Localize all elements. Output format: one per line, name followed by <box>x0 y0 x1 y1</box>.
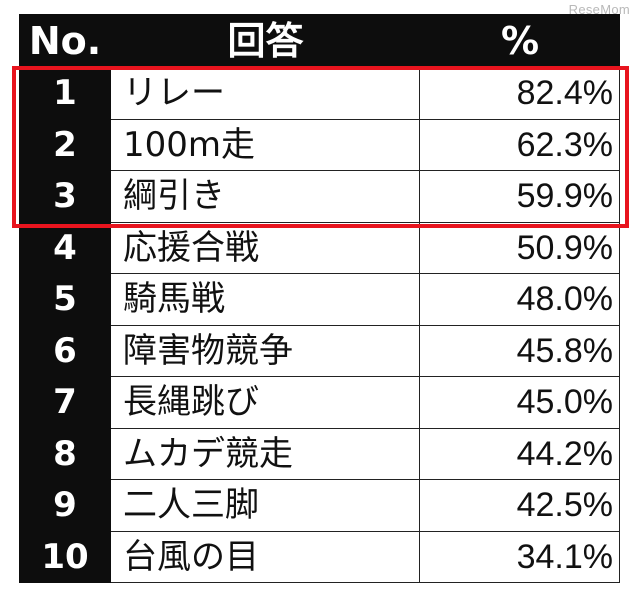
answer-cell: 二人三脚 <box>111 480 420 532</box>
header-answer: 回答 <box>227 19 304 63</box>
table-row: 2 100m走 62.3% <box>19 119 620 171</box>
table-row: 4 応援合戦 50.9% <box>19 222 620 274</box>
table-row: 7 長縄跳び 45.0% <box>19 377 620 429</box>
answer-cell: 障害物競争 <box>111 325 420 377</box>
table-row: 10 台風の目 34.1% <box>19 531 620 583</box>
answer-cell: 100m走 <box>111 119 420 171</box>
percent-cell: 62.3% <box>420 119 620 171</box>
rank-cell: 9 <box>19 480 111 532</box>
table-header: No. 回答 % <box>19 14 620 68</box>
header-percent: % <box>500 19 540 63</box>
percent-cell: 44.2% <box>420 428 620 480</box>
answer-cell: 綱引き <box>111 171 420 223</box>
percent-cell: 34.1% <box>420 531 620 583</box>
percent-cell: 42.5% <box>420 480 620 532</box>
percent-cell: 59.9% <box>420 171 620 223</box>
percent-cell: 45.0% <box>420 377 620 429</box>
table-row: 8 ムカデ競走 44.2% <box>19 428 620 480</box>
percent-cell: 48.0% <box>420 274 620 326</box>
rank-cell: 1 <box>19 68 111 120</box>
rank-cell: 3 <box>19 171 111 223</box>
table-row: 5 騎馬戦 48.0% <box>19 274 620 326</box>
ranking-table: No. 回答 % 1 リレー 82.4% 2 100m走 62.3% 3 綱引き… <box>19 14 620 584</box>
rank-cell: 4 <box>19 222 111 274</box>
answer-cell: 応援合戦 <box>111 222 420 274</box>
rank-cell: 2 <box>19 119 111 171</box>
answer-cell: リレー <box>111 68 420 120</box>
rank-cell: 7 <box>19 377 111 429</box>
table-row: 1 リレー 82.4% <box>19 68 620 120</box>
table-row: 9 二人三脚 42.5% <box>19 480 620 532</box>
header-no: No. <box>28 19 102 63</box>
rank-cell: 6 <box>19 325 111 377</box>
percent-cell: 45.8% <box>420 325 620 377</box>
percent-cell: 82.4% <box>420 68 620 120</box>
answer-cell: ムカデ競走 <box>111 428 420 480</box>
answer-cell: 騎馬戦 <box>111 274 420 326</box>
answer-cell: 長縄跳び <box>111 377 420 429</box>
rank-cell: 10 <box>19 531 111 583</box>
watermark: ReseMom <box>568 2 630 17</box>
table-row: 6 障害物競争 45.8% <box>19 325 620 377</box>
percent-cell: 50.9% <box>420 222 620 274</box>
table-row: 3 綱引き 59.9% <box>19 171 620 223</box>
rank-cell: 5 <box>19 274 111 326</box>
rank-cell: 8 <box>19 428 111 480</box>
answer-cell: 台風の目 <box>111 531 420 583</box>
